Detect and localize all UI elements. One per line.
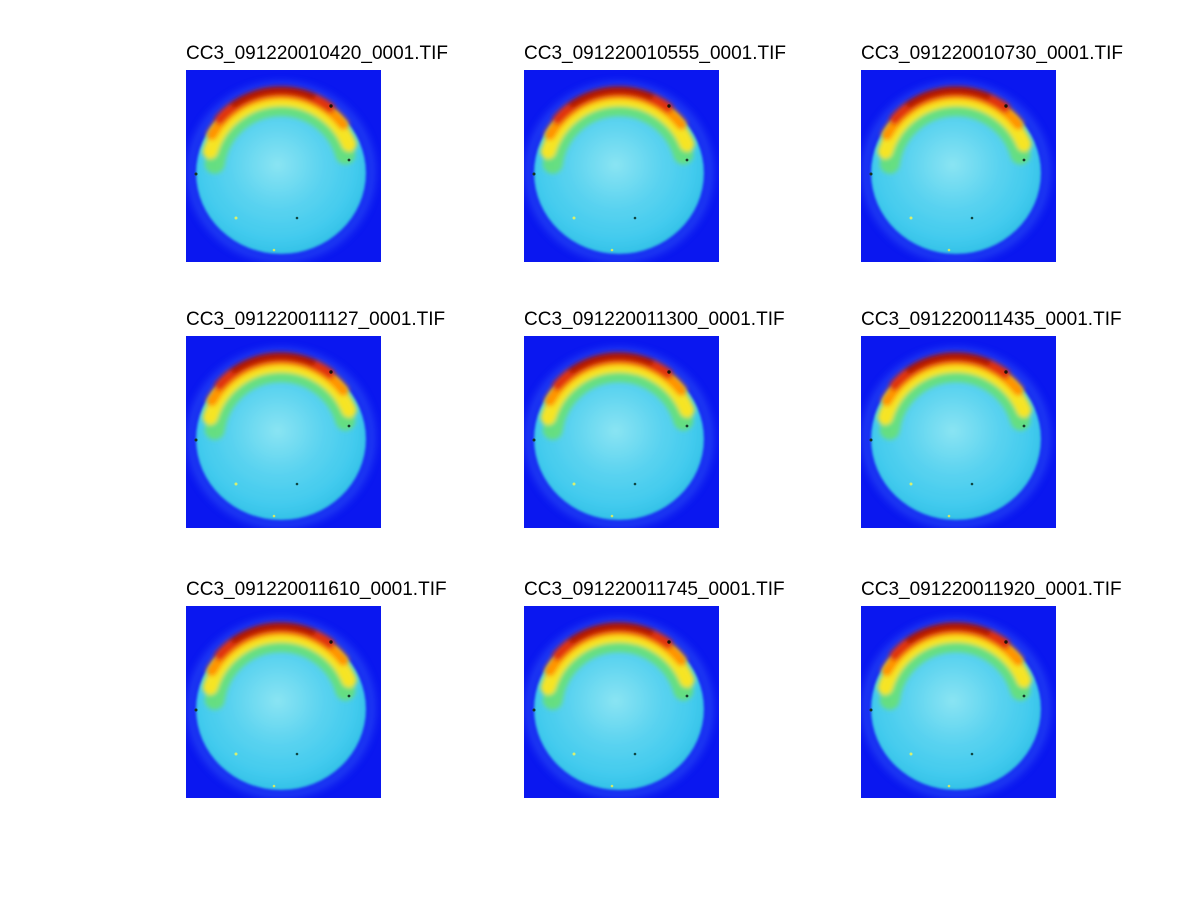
false-color-sky-image [861,336,1056,528]
halo-ring [861,617,1051,798]
subplot-6: CC3_091220011435_0001.TIF [861,310,1161,532]
false-color-sky-image [861,70,1056,262]
halo-ring [861,347,1051,528]
halo-ring [861,81,1051,262]
subplot-image [861,336,1056,528]
dust-specks [194,104,351,252]
subplot-5: CC3_091220011300_0001.TIF [524,310,824,532]
false-color-sky-image [186,70,381,262]
dust-specks [869,370,1026,518]
subplot-image [524,606,719,798]
warm-rim-band [202,622,357,710]
subplot-8: CC3_091220011745_0001.TIF [524,580,824,802]
subplot-4: CC3_091220011127_0001.TIF [186,310,486,532]
dust-specks [869,104,1026,252]
false-color-sky-image [524,336,719,528]
subplot-title: CC3_091220010555_0001.TIF [524,43,786,64]
warm-rim-band [540,352,695,440]
false-color-sky-image [186,606,381,798]
halo-ring [524,81,714,262]
dust-specks [532,104,689,252]
dust-specks [532,640,689,788]
subplot-title: CC3_091220011300_0001.TIF [524,309,785,330]
subplot-title: CC3_091220011745_0001.TIF [524,579,785,600]
subplot-image [186,336,381,528]
dust-specks [194,640,351,788]
warm-rim-band [540,86,695,174]
subplot-image [186,70,381,262]
subplot-image [186,606,381,798]
false-color-sky-image [861,606,1056,798]
subplot-title: CC3_091220011127_0001.TIF [186,309,446,330]
halo-ring [524,617,714,798]
warm-rim-band [877,352,1032,440]
subplot-7: CC3_091220011610_0001.TIF [186,580,486,802]
subplot-image [524,70,719,262]
subplot-title: CC3_091220010420_0001.TIF [186,43,448,64]
warm-rim-band [202,352,357,440]
subplot-2: CC3_091220010555_0001.TIF [524,44,824,266]
subplot-title: CC3_091220011435_0001.TIF [861,309,1122,330]
subplot-image [861,606,1056,798]
halo-ring [524,347,714,528]
false-color-sky-image [524,606,719,798]
warm-rim-band [877,622,1032,710]
false-color-sky-image [186,336,381,528]
subplot-title: CC3_091220011610_0001.TIF [186,579,447,600]
halo-ring [186,617,376,798]
subplot-title: CC3_091220011920_0001.TIF [861,579,1122,600]
subplot-image [861,70,1056,262]
warm-rim-band [877,86,1032,174]
dust-specks [532,370,689,518]
warm-rim-band [202,86,357,174]
halo-ring [186,347,376,528]
false-color-sky-image [524,70,719,262]
subplot-9: CC3_091220011920_0001.TIF [861,580,1161,802]
dust-specks [869,640,1026,788]
subplot-title: CC3_091220010730_0001.TIF [861,43,1123,64]
warm-rim-band [540,622,695,710]
halo-ring [186,81,376,262]
subplot-1: CC3_091220010420_0001.TIF [186,44,486,266]
subplot-image [524,336,719,528]
dust-specks [194,370,351,518]
subplot-3: CC3_091220010730_0001.TIF [861,44,1161,266]
